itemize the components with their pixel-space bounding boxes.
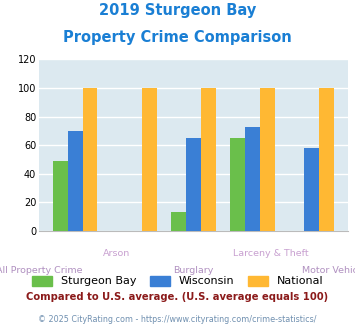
Bar <box>304 148 319 231</box>
Text: Larceny & Theft: Larceny & Theft <box>233 249 308 258</box>
Bar <box>83 88 97 231</box>
Text: © 2025 CityRating.com - https://www.cityrating.com/crime-statistics/: © 2025 CityRating.com - https://www.city… <box>38 315 317 324</box>
Text: Arson: Arson <box>103 249 130 258</box>
Bar <box>245 127 260 231</box>
Bar <box>53 161 68 231</box>
Text: Compared to U.S. average. (U.S. average equals 100): Compared to U.S. average. (U.S. average … <box>26 292 329 302</box>
Text: All Property Crime: All Property Crime <box>0 266 82 275</box>
Bar <box>68 131 83 231</box>
Legend: Sturgeon Bay, Wisconsin, National: Sturgeon Bay, Wisconsin, National <box>28 271 327 291</box>
Text: 2019 Sturgeon Bay: 2019 Sturgeon Bay <box>99 3 256 18</box>
Bar <box>319 88 334 231</box>
Bar <box>171 213 186 231</box>
Bar <box>201 88 215 231</box>
Bar <box>142 88 157 231</box>
Bar <box>260 88 275 231</box>
Bar <box>230 138 245 231</box>
Text: Property Crime Comparison: Property Crime Comparison <box>63 30 292 45</box>
Text: Motor Vehicle Theft: Motor Vehicle Theft <box>302 266 355 275</box>
Text: Burglary: Burglary <box>173 266 214 275</box>
Bar <box>186 138 201 231</box>
